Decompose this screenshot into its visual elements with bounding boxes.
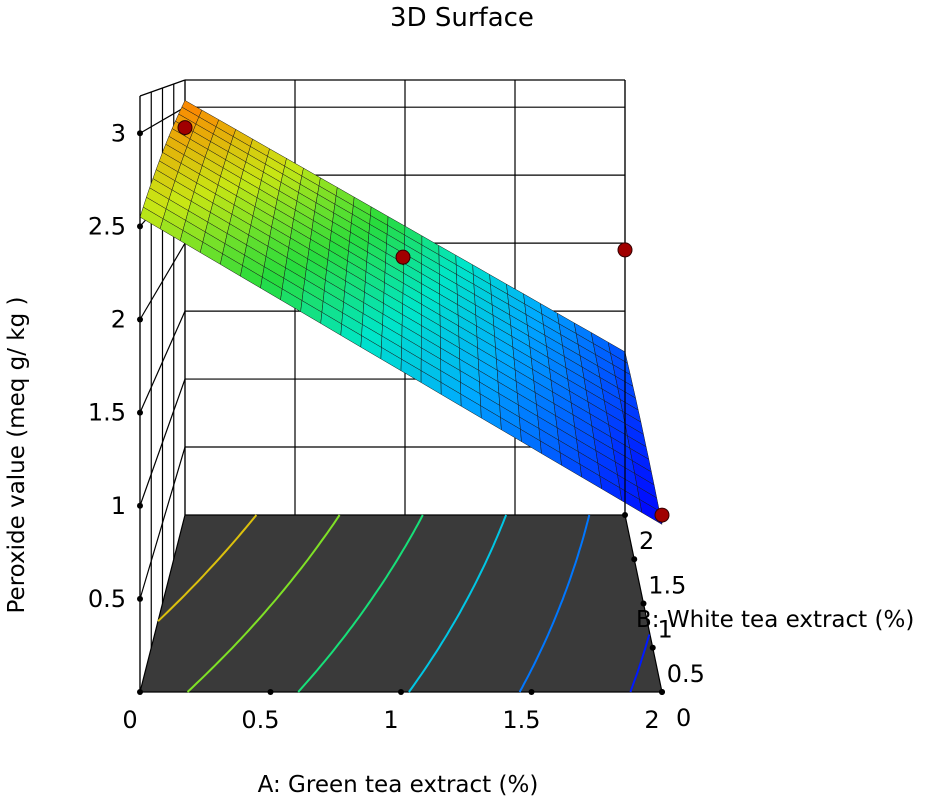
z-tick-label: 3: [111, 119, 126, 147]
left-wall-top-edge: [139, 79, 186, 97]
x-axis-label: A: Green tea extract (%): [258, 772, 539, 797]
design-point: [395, 249, 411, 265]
y-tick-mark: [659, 689, 665, 695]
design-point: [654, 507, 670, 523]
left-wall-gridline: [139, 446, 186, 600]
x-tick-label: 0: [122, 706, 137, 734]
z-tick-label: 0.5: [88, 585, 126, 613]
contour-line: [629, 634, 651, 693]
left-wall-gridline: [139, 378, 186, 506]
front-frame: [139, 80, 626, 692]
z-tick-mark: [137, 316, 143, 323]
contour-line: [297, 514, 424, 693]
z-tick-mark: [137, 502, 143, 509]
z-tick-mark: [137, 409, 143, 416]
z-tick-label: 1: [111, 492, 126, 520]
y-tick-mark: [640, 600, 647, 607]
z-tick-mark: [137, 223, 143, 230]
z-tick-label: 2: [111, 306, 126, 334]
z-axis-label: Peroxide value (meq g/ kg ): [4, 296, 30, 613]
left-wall-gridline: [139, 106, 186, 134]
x-tick-mark: [137, 689, 143, 695]
z-tick-label: 2.5: [88, 212, 126, 240]
y-tick-label: 0: [676, 704, 691, 732]
y-tick-mark: [649, 644, 656, 651]
z-tick-mark: [137, 595, 143, 602]
response-surface: [139, 100, 663, 525]
x-tick-label: 1: [383, 706, 398, 734]
contour-line: [186, 514, 341, 693]
left-wall-gridline: [139, 310, 186, 413]
contour-line: [518, 514, 591, 693]
contour-lines: [157, 514, 651, 693]
x-tick-mark: [398, 689, 404, 695]
left-wall-gridline: [139, 242, 186, 320]
axis-ticks: 0 0.5 1 1.5 2 00.511.520.511.522.53: [88, 119, 705, 734]
chart-title: 3D Surface: [390, 3, 534, 33]
y-tick-label: 1.5: [648, 571, 686, 599]
x-tick-label: 2: [644, 706, 659, 734]
y-tick-mark: [622, 512, 628, 518]
design-point: [177, 120, 193, 136]
x-tick-label: 0.5: [241, 706, 279, 734]
floor-panel: [139, 514, 663, 693]
y-axis-label: B: White tea extract (%): [636, 607, 914, 633]
y-tick-label: 0.5: [667, 660, 705, 688]
x-tick-mark: [528, 689, 535, 695]
design-point: [617, 242, 633, 258]
design-points: [177, 120, 670, 524]
x-tick-mark: [267, 689, 274, 695]
z-tick-label: 1.5: [88, 399, 126, 427]
y-tick-label: 1: [658, 616, 673, 644]
y-tick-label: 2: [639, 527, 654, 555]
y-tick-mark: [631, 556, 638, 563]
floor-plane: [139, 514, 663, 693]
x-tick-label: 1.5: [502, 706, 540, 734]
contour-line: [157, 514, 258, 622]
z-tick-mark: [137, 130, 143, 137]
contour-line: [408, 514, 508, 693]
